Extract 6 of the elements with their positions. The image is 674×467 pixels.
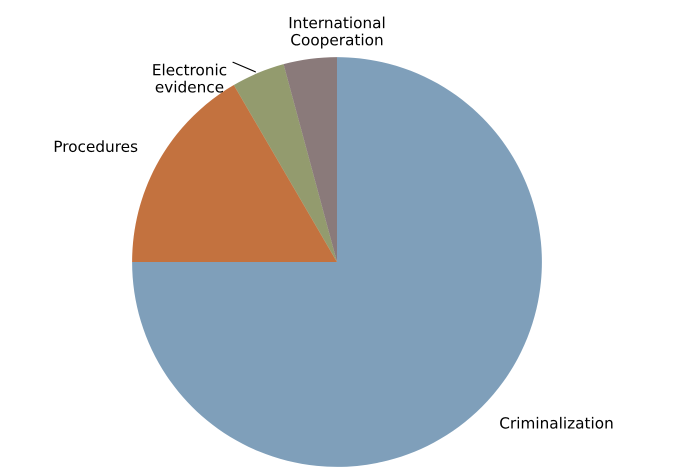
pie-slice	[234, 64, 337, 262]
slice-label: Criminalization	[500, 416, 612, 429]
slice-label: Procedures	[54, 140, 138, 152]
slice-label: International Cooperation	[290, 16, 384, 48]
pie-slice	[284, 57, 337, 262]
slice-label: Electronic evidence	[153, 64, 226, 93]
